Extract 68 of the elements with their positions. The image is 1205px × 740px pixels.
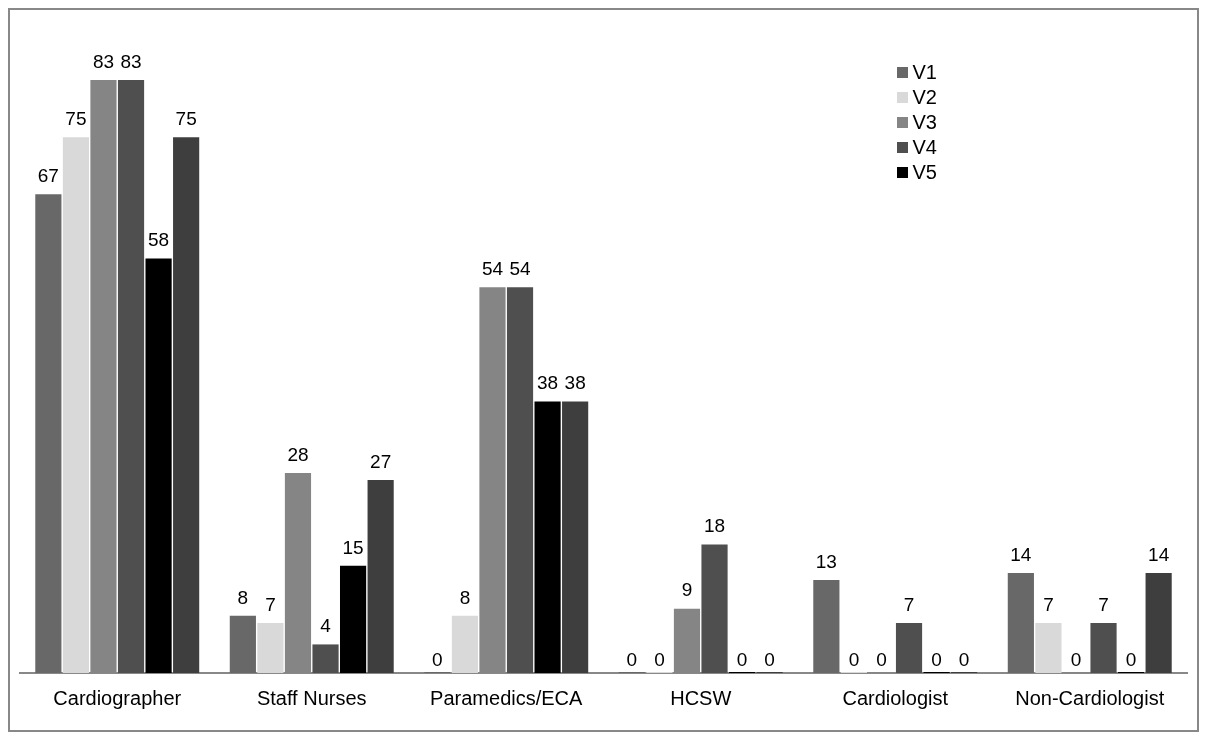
bar: [62, 137, 90, 673]
data-label: 0: [931, 648, 942, 670]
bar: [1007, 572, 1034, 673]
bar: [1145, 572, 1172, 673]
data-label: 0: [626, 648, 638, 670]
data-label: 67: [37, 165, 59, 187]
data-label: 0: [958, 648, 970, 670]
legend-label: V1: [912, 60, 937, 85]
data-label: 0: [764, 648, 775, 670]
bar: [173, 137, 200, 673]
data-label: 28: [287, 443, 309, 465]
bar: [506, 287, 534, 673]
data-label: 7: [265, 593, 276, 615]
bar: [562, 401, 589, 673]
data-label: 0: [736, 648, 748, 670]
bar: [145, 258, 172, 673]
data-label: 83: [92, 50, 115, 72]
bar: [339, 565, 367, 673]
legend-label: V3: [912, 110, 937, 135]
data-label: 13: [815, 550, 837, 572]
data-label: 0: [1125, 648, 1137, 670]
data-label: 4: [320, 615, 332, 637]
data-label: 75: [175, 107, 197, 129]
data-label: 54: [481, 257, 504, 279]
data-label: 58: [148, 229, 170, 251]
bar: [117, 80, 145, 673]
bar: [367, 480, 394, 673]
bar: [229, 615, 256, 673]
data-label: 38: [537, 372, 559, 394]
legend-label: V5: [912, 160, 937, 185]
bar: [312, 644, 339, 673]
bar: [451, 615, 479, 673]
bar: [895, 622, 923, 673]
data-label: 8: [459, 586, 471, 608]
data-label: 7: [903, 593, 915, 615]
data-label: 0: [654, 648, 665, 670]
data-label: 14: [1010, 543, 1032, 565]
data-label: 18: [703, 515, 726, 537]
x-tick-label: Paramedics/ECA: [430, 686, 584, 709]
x-tick-label: HCSW: [670, 686, 732, 709]
data-label: 27: [370, 450, 392, 472]
data-label: 75: [65, 107, 87, 129]
legend-label: V2: [912, 85, 937, 110]
data-label: 38: [564, 372, 586, 394]
data-label: 83: [120, 50, 142, 72]
bar: [1090, 622, 1117, 673]
data-label: 7: [1098, 593, 1109, 615]
bar: [701, 544, 728, 673]
x-tick-label: Cardiologist: [842, 686, 949, 709]
data-label: 0: [848, 648, 860, 670]
data-label: 0: [432, 648, 443, 670]
data-label: 0: [876, 648, 887, 670]
data-label: 54: [509, 257, 532, 279]
data-label: 7: [1043, 593, 1054, 615]
data-label: 14: [1148, 543, 1170, 565]
data-label: 8: [237, 586, 249, 608]
bar: [257, 622, 284, 673]
bar: [35, 194, 62, 673]
bar: [534, 401, 561, 673]
bar: [813, 580, 840, 673]
legend-label: V4: [912, 135, 937, 160]
x-tick-label: Cardiographer: [53, 686, 182, 709]
data-label: 9: [681, 579, 693, 601]
x-tick-label: Staff Nurses: [256, 686, 367, 709]
x-tick-label: Non-Cardiologist: [1015, 686, 1165, 709]
bar: [1035, 622, 1062, 673]
data-label: 0: [1070, 648, 1082, 670]
data-label: 15: [342, 536, 364, 558]
